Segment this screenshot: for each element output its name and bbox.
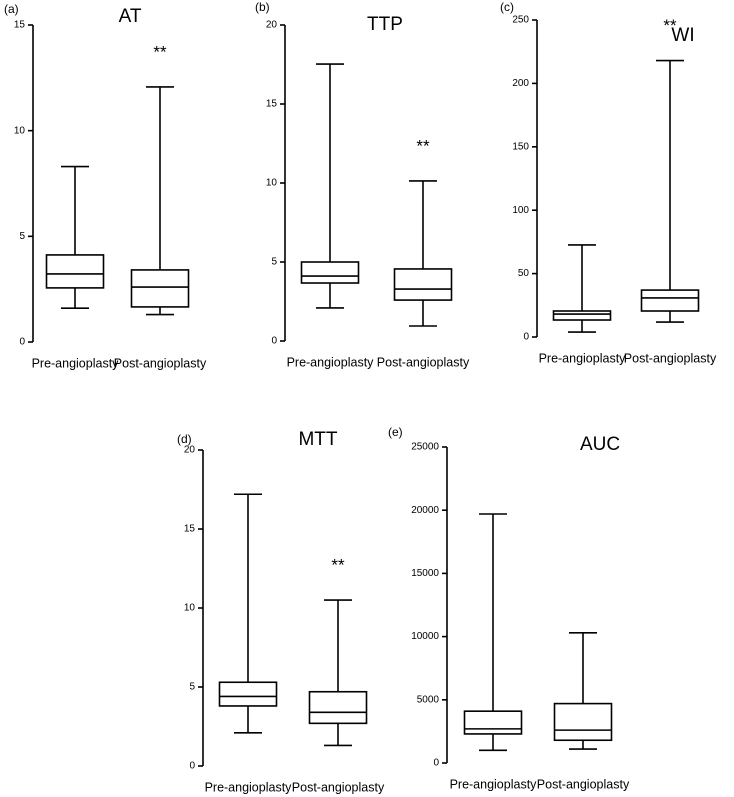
y-tick-label: 0 [523, 332, 529, 343]
y-tick-label: 25000 [411, 442, 439, 453]
y-tick-label: 15 [14, 20, 26, 31]
significance: ** [153, 42, 167, 61]
box [552, 310, 612, 321]
box [463, 710, 523, 735]
box [130, 269, 190, 308]
chart-title: AUC [580, 434, 620, 455]
y-tick-label: 5 [19, 231, 25, 242]
y-tick-label: 10000 [411, 631, 439, 642]
box [553, 702, 613, 742]
y-tick-label: 200 [512, 78, 529, 89]
significance: ** [416, 136, 430, 155]
y-tick-label: 15 [184, 524, 196, 535]
x-tick-label: Post-angioplasty [377, 355, 470, 369]
significance: ** [663, 16, 677, 35]
y-tick-label: 50 [518, 268, 530, 279]
y-tick-label: 20000 [411, 505, 439, 516]
x-tick-label: Post-angioplasty [624, 351, 717, 365]
y-tick-label: 5000 [417, 694, 440, 705]
chart-title: MTT [298, 429, 337, 450]
x-tick-label: Post-angioplasty [537, 777, 630, 791]
box [45, 254, 105, 289]
panel-label: (e) [388, 425, 403, 439]
y-tick-label: 20 [266, 20, 278, 31]
y-tick-label: 0 [189, 761, 195, 772]
y-tick-label: 10 [14, 125, 26, 136]
x-tick-label: Pre-angioplasty [32, 356, 120, 370]
significance: ** [331, 556, 345, 575]
y-tick-label: 0 [433, 758, 439, 769]
y-tick-label: 0 [19, 337, 25, 348]
y-tick-label: 20 [184, 445, 196, 456]
chart-title: WI [671, 25, 694, 46]
box [300, 261, 360, 284]
x-tick-label: Pre-angioplasty [205, 780, 293, 794]
box [308, 690, 368, 725]
chart-title: TTP [367, 14, 403, 35]
x-tick-label: Pre-angioplasty [539, 351, 627, 365]
y-tick-label: 100 [512, 205, 529, 216]
panel-label: (c) [500, 0, 514, 14]
y-tick-label: 10 [266, 178, 278, 189]
panel-label: (a) [4, 2, 19, 16]
panel-label: (d) [177, 432, 192, 446]
y-tick-label: 150 [512, 141, 529, 152]
y-tick-label: 15 [266, 99, 278, 110]
panel-label: (b) [255, 0, 270, 14]
box [640, 289, 700, 312]
y-tick-label: 5 [271, 257, 277, 268]
chart-title: AT [119, 6, 142, 27]
y-tick-label: 10 [184, 603, 196, 614]
box [218, 681, 278, 707]
y-tick-label: 0 [271, 336, 277, 347]
x-tick-label: Post-angioplasty [114, 356, 207, 370]
box [393, 268, 453, 301]
x-tick-label: Pre-angioplasty [450, 777, 538, 791]
y-tick-label: 5 [189, 682, 195, 693]
x-tick-label: Post-angioplasty [292, 780, 385, 794]
y-tick-label: 15000 [411, 568, 439, 579]
y-tick-label: 250 [512, 15, 529, 26]
x-tick-label: Pre-angioplasty [287, 355, 375, 369]
